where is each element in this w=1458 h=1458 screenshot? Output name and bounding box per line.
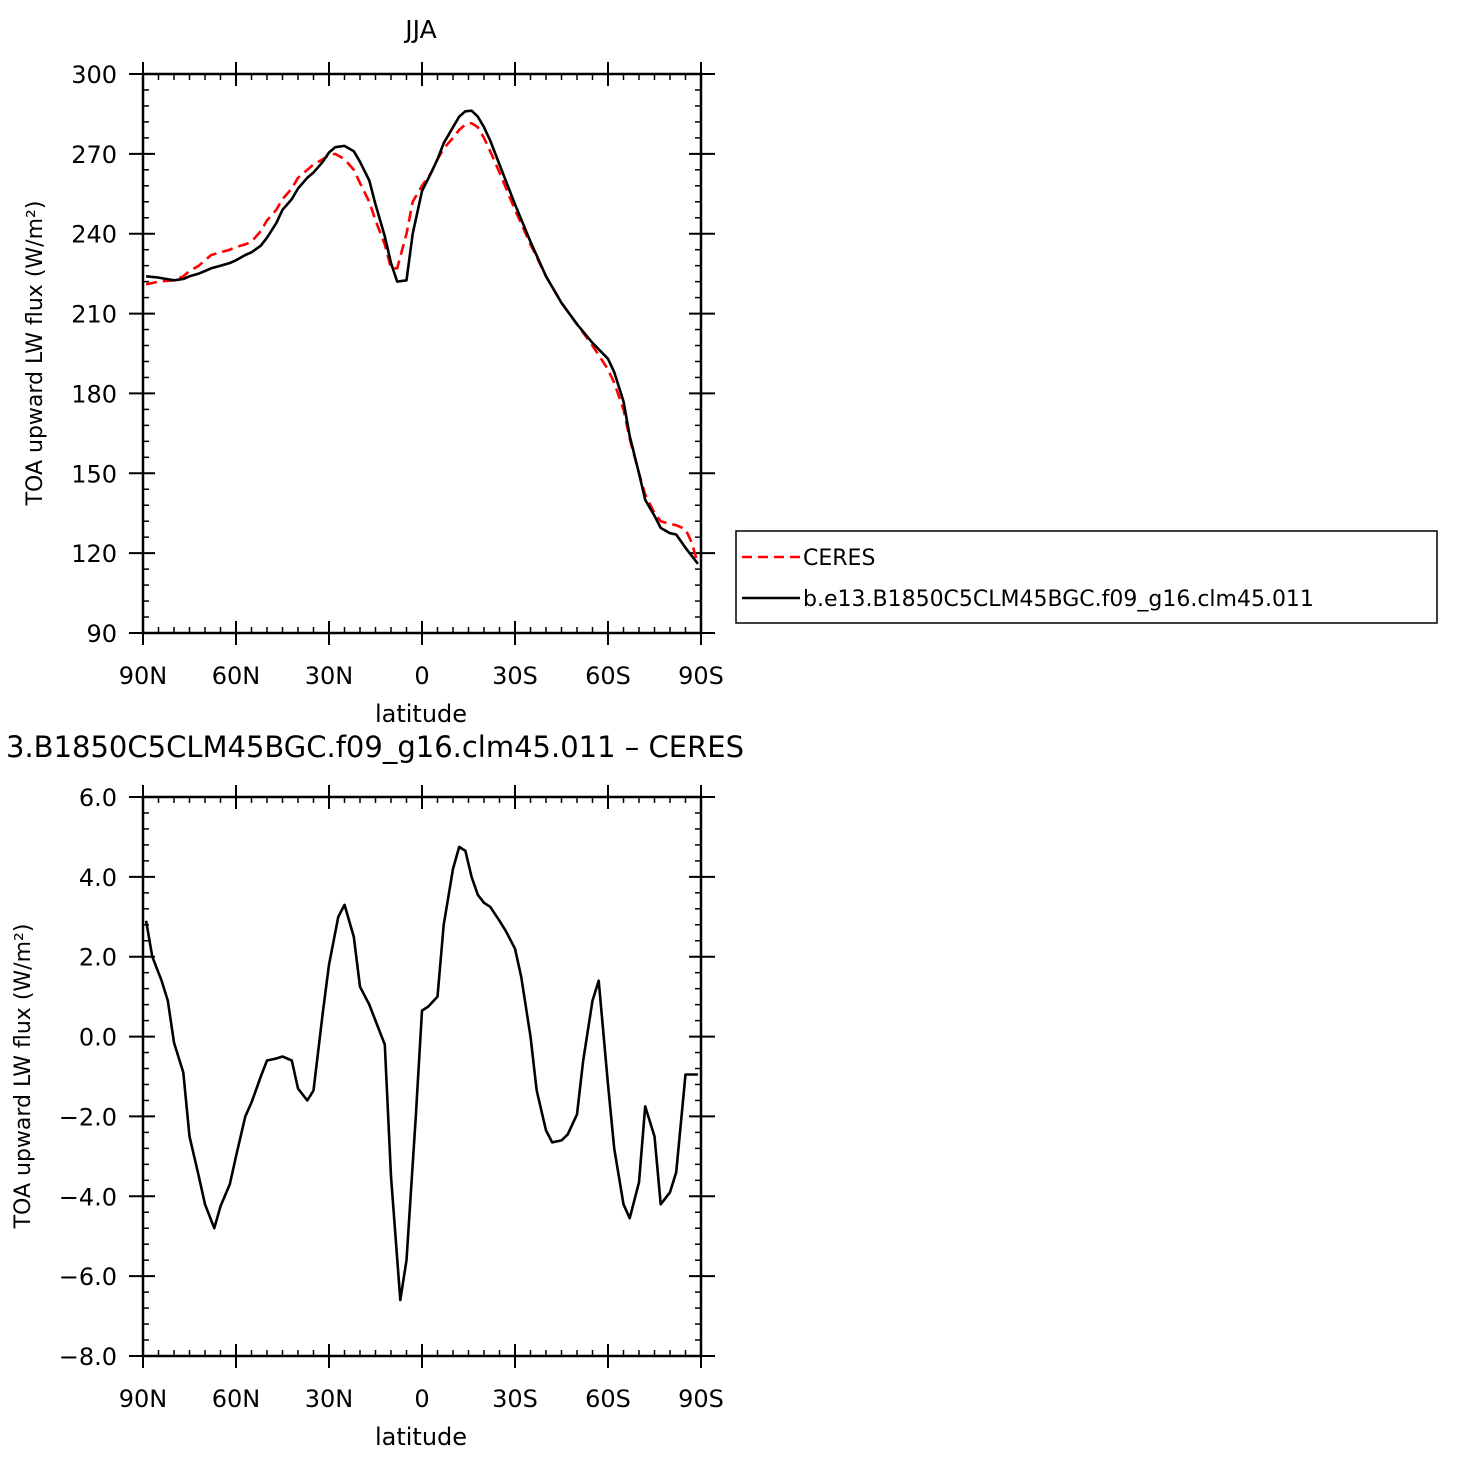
top-x-axis-label: latitude: [375, 700, 467, 728]
y-tick-label: 240: [71, 221, 117, 249]
y-tick-label: 180: [71, 380, 117, 408]
y-tick-label: 120: [71, 540, 117, 568]
bottom-chart: 3.B1850C5CLM45BGC.f09_g16.clm45.011 – CE…: [6, 730, 744, 1451]
legend-label-ceres: CERES: [803, 546, 875, 571]
top-chart: JJA 90N 60N 30N 0 30S 60S 90S 90 120 150 180 210 240…: [23, 15, 724, 728]
legend: CERES b.e13.B1850C5CLM45BGC.f09_g16.clm4…: [735, 530, 1438, 624]
top-plot-frame: [141, 72, 703, 635]
y-tick-label: 270: [71, 141, 117, 169]
bottom-series-line-0: [144, 845, 698, 1302]
y-tick-label: 210: [71, 301, 117, 329]
top-chart-title: JJA: [403, 15, 436, 44]
x-tick-label: 60N: [212, 662, 261, 690]
bottom-y-axis-label: TOA upward LW flux (W/m²): [11, 924, 36, 1230]
x-tick-label: 0: [414, 662, 429, 690]
legend-label-model: b.e13.B1850C5CLM45BGC.f09_g16.clm45.011: [803, 587, 1314, 612]
y-tick-label: −8.0: [59, 1343, 117, 1371]
y-tick-label: −2.0: [59, 1103, 117, 1131]
x-tick-label: 60N: [212, 1385, 261, 1413]
x-tick-label: 90S: [678, 1385, 724, 1413]
y-tick-label: 6.0: [79, 784, 117, 812]
top-series-line-0: [145, 121, 700, 565]
top-y-axis-label: TOA upward LW flux (W/m²): [23, 201, 48, 507]
y-tick-label: 4.0: [79, 864, 117, 892]
x-tick-label: 90N: [119, 662, 168, 690]
bottom-chart-title: 3.B1850C5CLM45BGC.f09_g16.clm45.011 – CE…: [6, 730, 744, 764]
bottom-axes: 90N 60N 30N 0 30S 60S 90S −8.0 −6.0 −4.0 −2.0 0.0 2.…: [59, 784, 724, 1413]
x-tick-label: 90N: [119, 1385, 168, 1413]
y-tick-label: 0.0: [79, 1024, 117, 1052]
x-tick-label: 30N: [305, 662, 354, 690]
y-tick-label: 300: [71, 61, 117, 89]
x-tick-label: 0: [414, 1385, 429, 1413]
x-tick-label: 60S: [585, 662, 631, 690]
y-tick-label: −4.0: [59, 1183, 117, 1211]
x-tick-label: 30S: [492, 662, 538, 690]
legend-box: [735, 530, 1438, 624]
y-tick-label: 90: [86, 620, 117, 648]
bottom-x-axis-label: latitude: [375, 1423, 467, 1451]
x-tick-label: 90S: [678, 662, 724, 690]
y-tick-label: 2.0: [79, 944, 117, 972]
y-tick-label: −6.0: [59, 1263, 117, 1291]
y-tick-label: 150: [71, 460, 117, 488]
bottom-plot-frame: [141, 795, 703, 1358]
x-tick-label: 30N: [305, 1385, 354, 1413]
x-tick-label: 60S: [585, 1385, 631, 1413]
top-series-group: [145, 109, 700, 565]
x-tick-label: 30S: [492, 1385, 538, 1413]
top-series-line-1: [145, 109, 699, 565]
bottom-series-group: [144, 845, 698, 1302]
top-axes: 90N 60N 30N 0 30S 60S 90S 90 120 150 180 210 240 270 3…: [71, 61, 724, 690]
